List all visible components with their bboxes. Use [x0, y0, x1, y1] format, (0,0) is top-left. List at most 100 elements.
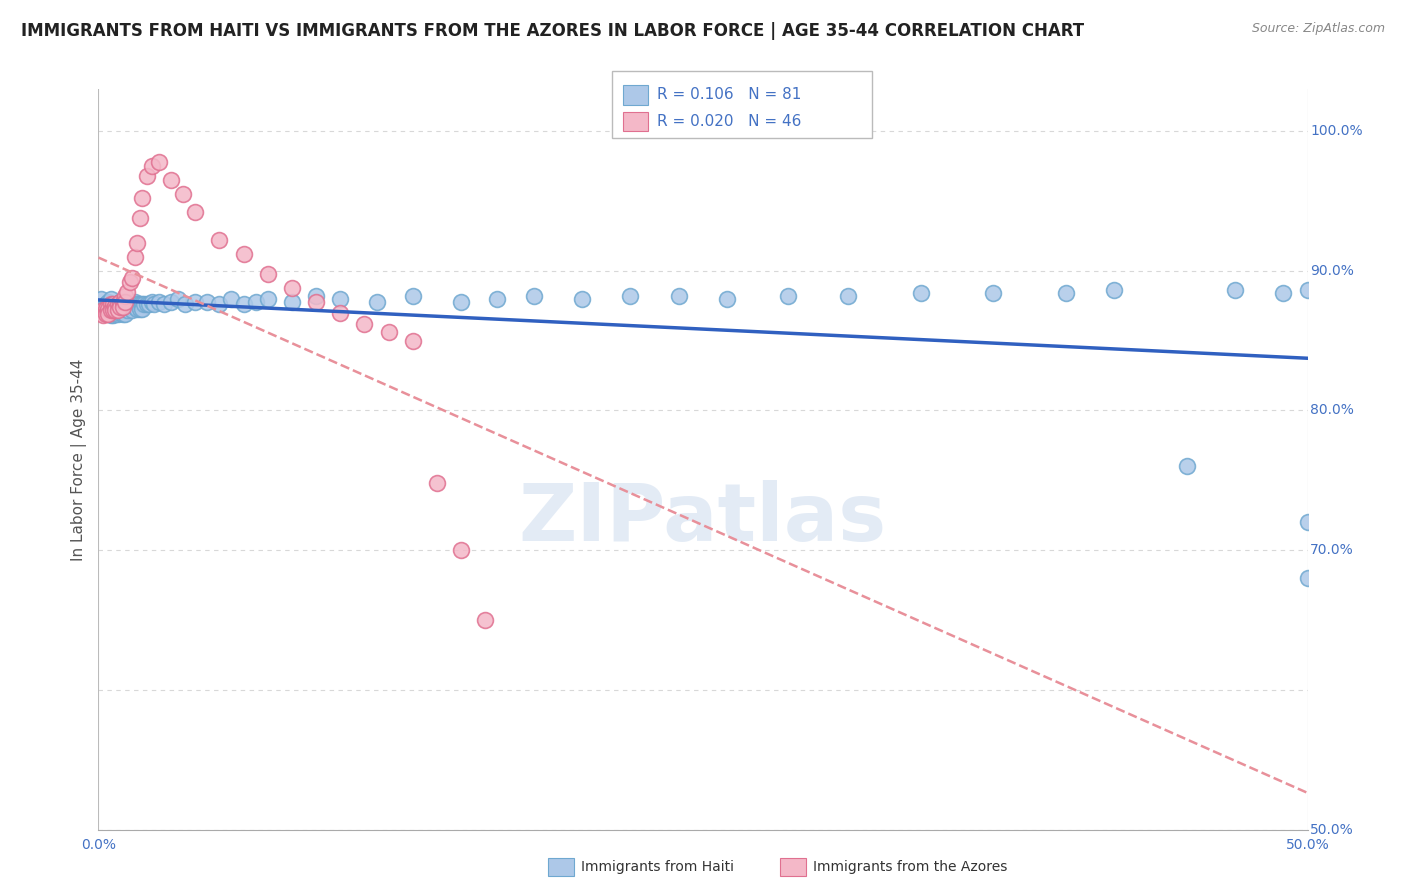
Point — [104, 299, 127, 313]
Point — [101, 309, 124, 323]
Point — [160, 294, 183, 309]
Point — [1296, 571, 1319, 585]
Point — [619, 289, 641, 303]
Point — [118, 294, 141, 309]
Point — [107, 307, 129, 321]
Point — [305, 289, 328, 303]
Point — [124, 250, 146, 264]
Point — [184, 294, 207, 309]
Point — [256, 267, 278, 281]
Point — [108, 300, 131, 314]
Point — [152, 297, 174, 311]
Point — [111, 300, 134, 314]
Point — [101, 297, 124, 311]
Point — [91, 309, 114, 323]
Point — [108, 294, 131, 309]
Point — [108, 306, 131, 320]
Point — [117, 285, 139, 299]
Point — [111, 302, 134, 317]
Point — [107, 297, 129, 311]
Text: 80.0%: 80.0% — [1310, 403, 1354, 417]
Point — [208, 297, 231, 311]
Point — [450, 543, 472, 558]
Point — [111, 307, 134, 321]
Point — [94, 306, 117, 320]
Point — [94, 297, 117, 311]
Point — [101, 299, 124, 313]
Point — [104, 302, 127, 317]
Point — [114, 294, 136, 309]
Point — [402, 334, 425, 348]
Point — [1223, 284, 1246, 298]
Point — [256, 292, 278, 306]
Point — [776, 289, 799, 303]
Point — [474, 613, 496, 627]
Point — [837, 289, 859, 303]
Point — [232, 297, 254, 311]
Point — [100, 297, 122, 311]
Point — [131, 301, 153, 316]
Point — [1054, 286, 1077, 301]
Point — [523, 289, 546, 303]
Text: R = 0.106   N = 81: R = 0.106 N = 81 — [657, 87, 801, 103]
Point — [571, 292, 593, 306]
Text: Immigrants from Haiti: Immigrants from Haiti — [581, 860, 734, 874]
Point — [131, 297, 153, 311]
Point — [114, 289, 136, 303]
Point — [127, 235, 149, 250]
Point — [141, 159, 163, 173]
Point — [245, 294, 267, 309]
Point — [668, 289, 690, 303]
Point — [981, 286, 1004, 301]
Point — [128, 211, 150, 225]
Point — [135, 297, 157, 311]
Point — [281, 294, 304, 309]
Point — [97, 307, 120, 321]
Point — [221, 292, 243, 306]
Point — [134, 297, 156, 311]
Point — [366, 294, 388, 309]
Point — [131, 191, 153, 205]
Point — [138, 297, 160, 311]
Point — [135, 169, 157, 183]
Point — [111, 299, 134, 313]
Point — [91, 302, 114, 317]
Point — [111, 294, 134, 309]
Point — [100, 302, 122, 317]
Point — [143, 297, 166, 311]
Point — [94, 307, 117, 321]
Point — [329, 306, 352, 320]
Point — [426, 476, 449, 491]
Point — [104, 302, 127, 317]
Point — [100, 306, 122, 320]
Point — [97, 294, 120, 309]
Point — [329, 292, 352, 306]
Text: 70.0%: 70.0% — [1310, 543, 1354, 558]
Point — [97, 299, 120, 313]
Point — [172, 186, 194, 201]
Point — [141, 294, 163, 309]
Point — [402, 289, 425, 303]
Point — [114, 307, 136, 321]
Text: 90.0%: 90.0% — [1310, 264, 1354, 277]
Point — [121, 302, 143, 317]
Point — [121, 270, 143, 285]
Point — [108, 294, 131, 309]
Point — [1296, 515, 1319, 529]
Point — [121, 297, 143, 311]
Point — [107, 302, 129, 317]
Point — [101, 304, 124, 318]
Point — [174, 297, 197, 311]
Point — [305, 294, 328, 309]
Point — [232, 247, 254, 261]
Text: IMMIGRANTS FROM HAITI VS IMMIGRANTS FROM THE AZORES IN LABOR FORCE | AGE 35-44 C: IMMIGRANTS FROM HAITI VS IMMIGRANTS FROM… — [21, 22, 1084, 40]
Point — [100, 309, 122, 323]
Point — [148, 294, 170, 309]
Point — [114, 301, 136, 316]
Point — [117, 297, 139, 311]
Point — [127, 297, 149, 311]
Point — [127, 301, 149, 316]
Point — [128, 301, 150, 316]
Text: ZIPatlas: ZIPatlas — [519, 480, 887, 558]
Point — [118, 300, 141, 314]
